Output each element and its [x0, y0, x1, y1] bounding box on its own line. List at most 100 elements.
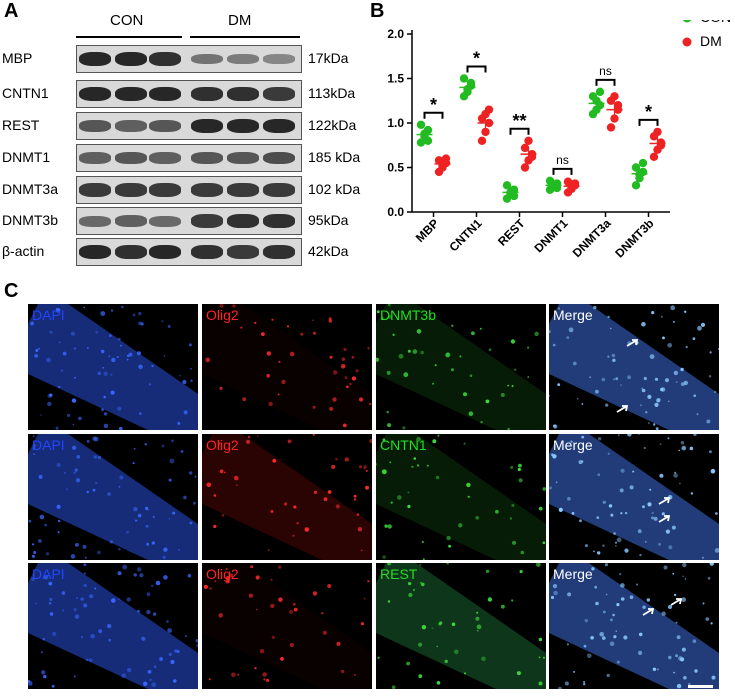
- panel-label-a: A: [4, 0, 19, 22]
- cell-dot: [581, 435, 585, 439]
- blot-label-mbp: MBP: [2, 50, 33, 66]
- cell-dot: [78, 416, 82, 421]
- cell-dot: [86, 347, 89, 349]
- cell-dot: [605, 593, 608, 596]
- cell-dot: [363, 465, 367, 469]
- cell-dot: [304, 527, 310, 532]
- arrow-icon: [658, 497, 671, 505]
- cell-dot: [550, 595, 555, 600]
- cell-dot: [108, 355, 111, 357]
- cell-dot: [706, 419, 711, 424]
- cell-dot: [668, 545, 673, 550]
- blot-band: [263, 87, 295, 101]
- cell-dot: [84, 556, 87, 559]
- blot-band: [115, 51, 147, 67]
- cell-dot: [126, 358, 129, 361]
- cell-dot: [97, 550, 101, 555]
- y-tick-label: 1.5: [387, 72, 404, 86]
- cell-dot: [445, 352, 450, 358]
- cell-dot: [356, 513, 360, 516]
- blot-band: [79, 183, 111, 197]
- cell-dot: [343, 347, 347, 352]
- significance-label: *: [473, 49, 480, 69]
- cell-dot: [601, 377, 606, 382]
- cell-dot: [613, 532, 616, 535]
- cell-dot: [133, 447, 136, 450]
- cell-dot: [85, 658, 89, 662]
- cell-dot: [355, 369, 359, 373]
- cell-dot: [163, 575, 168, 580]
- cell-dot: [678, 656, 683, 661]
- data-point: [610, 114, 619, 123]
- cell-dot: [702, 602, 705, 605]
- cell-dot: [121, 305, 124, 309]
- cell-dot: [420, 350, 424, 355]
- cell-dot: [653, 423, 656, 426]
- cell-dot: [367, 580, 370, 583]
- cell-dot: [620, 512, 623, 515]
- cell-dot: [431, 627, 434, 629]
- channel-label: DAPI: [32, 307, 65, 323]
- blot-band: [227, 214, 259, 228]
- micrograph-rest: REST: [376, 563, 546, 689]
- arrow-icon: [626, 339, 639, 347]
- cell-dot: [390, 501, 393, 504]
- cell-dot: [578, 460, 583, 465]
- cell-dot: [566, 336, 570, 340]
- micrograph-dnmt3b: DNMT3b: [376, 304, 546, 430]
- cell-dot: [583, 681, 586, 683]
- cell-dot: [323, 497, 328, 502]
- cell-dot: [567, 497, 571, 501]
- blot-strip: [76, 144, 302, 172]
- cell-dot: [95, 482, 98, 485]
- cell-dot: [619, 488, 624, 493]
- channel-label: Merge: [553, 566, 593, 582]
- cell-dot: [214, 580, 217, 583]
- scale-bar: [688, 685, 713, 688]
- cell-dot: [358, 397, 364, 402]
- cell-dot: [174, 649, 178, 653]
- cell-dot: [107, 623, 112, 629]
- micrograph-image: [28, 563, 198, 689]
- cell-dot: [437, 434, 440, 437]
- cell-dot: [641, 387, 643, 390]
- cell-dot: [170, 659, 175, 665]
- cell-dot: [255, 575, 260, 580]
- cell-dot: [281, 379, 286, 385]
- cell-dot: [382, 555, 386, 559]
- cell-dot: [639, 404, 642, 407]
- cell-dot: [509, 517, 513, 520]
- channel-label: DAPI: [32, 437, 65, 453]
- cell-dot: [43, 574, 49, 580]
- blot-band: [149, 86, 181, 102]
- cell-dot: [185, 635, 187, 637]
- cell-dot: [463, 442, 466, 445]
- cell-dot: [143, 681, 148, 686]
- cell-dot: [225, 568, 228, 570]
- cell-dot: [682, 563, 687, 568]
- blot-label-dnmt3a: DNMT3a: [2, 181, 59, 197]
- blot-band: [149, 183, 181, 197]
- cell-dot: [684, 578, 687, 580]
- tissue-layer: [549, 563, 719, 689]
- cell-dot: [693, 394, 696, 397]
- cell-dot: [597, 473, 601, 476]
- micrograph-dapi: DAPI: [28, 434, 198, 560]
- cell-dot: [711, 675, 716, 680]
- cell-dot: [692, 337, 696, 341]
- cell-dot: [353, 498, 357, 501]
- cell-dot: [664, 378, 670, 383]
- cell-dot: [552, 343, 556, 347]
- cell-dot: [645, 411, 648, 414]
- y-tick-label: 0.0: [387, 205, 404, 219]
- cell-dot: [511, 599, 514, 602]
- cell-dot: [583, 644, 587, 648]
- arrow-icon: [670, 598, 683, 606]
- cell-dot: [594, 585, 598, 589]
- cell-dot: [658, 542, 661, 546]
- cell-dot: [75, 543, 79, 547]
- blot-band: [79, 244, 111, 260]
- cell-dot: [312, 405, 316, 409]
- cell-dot: [43, 674, 47, 679]
- significance-bracket: [595, 78, 616, 86]
